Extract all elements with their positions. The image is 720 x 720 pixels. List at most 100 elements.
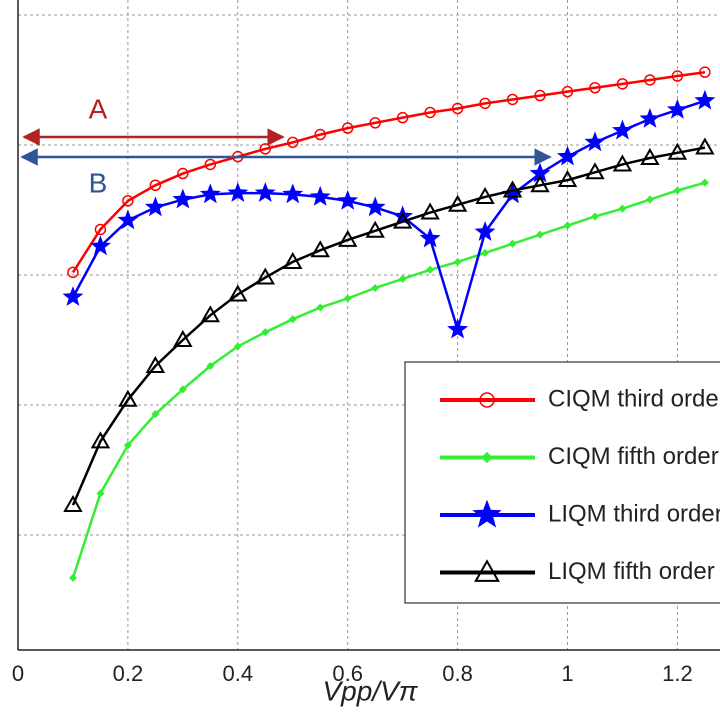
x-tick-label: 0.8 — [442, 661, 473, 686]
series-line — [71, 181, 706, 579]
marker — [506, 93, 519, 106]
annotation: B — [89, 167, 108, 198]
marker — [173, 329, 193, 347]
marker — [612, 154, 633, 172]
marker — [337, 229, 358, 247]
x-tick-label: 0.6 — [332, 661, 363, 686]
marker — [282, 183, 304, 204]
marker — [123, 441, 132, 450]
marker — [557, 145, 578, 166]
marker — [472, 499, 502, 528]
x-tick-label: 0.2 — [113, 661, 144, 686]
marker — [255, 267, 275, 285]
marker — [420, 202, 440, 220]
marker — [206, 361, 215, 370]
marker — [117, 209, 139, 230]
marker — [287, 136, 299, 149]
marker — [254, 182, 276, 202]
marker — [700, 178, 709, 187]
marker — [145, 355, 166, 373]
marker — [118, 389, 138, 407]
marker — [177, 167, 189, 180]
marker — [618, 204, 627, 213]
marker — [424, 106, 436, 119]
marker — [172, 188, 194, 209]
marker — [398, 274, 407, 283]
marker — [233, 342, 242, 351]
marker — [392, 211, 413, 229]
marker — [151, 410, 160, 419]
marker — [94, 223, 107, 236]
marker — [369, 117, 381, 129]
marker — [364, 196, 386, 217]
marker — [474, 559, 500, 582]
legend — [404, 361, 720, 604]
marker — [447, 318, 469, 339]
marker — [67, 266, 79, 279]
series-line — [71, 70, 706, 274]
marker — [508, 239, 517, 248]
marker — [228, 284, 248, 302]
marker — [447, 194, 468, 212]
marker — [310, 240, 330, 258]
x-tick-label: 0.4 — [223, 661, 254, 686]
marker — [261, 328, 270, 337]
x-axis-label: Vpp/Vπ — [322, 675, 418, 706]
marker — [283, 251, 303, 269]
marker — [639, 108, 661, 128]
marker — [536, 230, 545, 239]
marker — [122, 195, 134, 207]
marker — [502, 180, 523, 198]
marker — [227, 182, 249, 202]
marker — [178, 385, 187, 394]
marker — [316, 303, 325, 312]
marker — [371, 283, 380, 292]
marker — [563, 221, 572, 230]
marker — [557, 170, 578, 188]
marker — [645, 195, 654, 204]
marker — [590, 212, 599, 221]
marker — [475, 186, 495, 204]
marker — [561, 85, 574, 98]
marker — [529, 162, 551, 183]
marker — [451, 102, 464, 115]
marker — [640, 147, 660, 165]
marker — [481, 248, 490, 257]
marker — [667, 142, 688, 160]
legend-label: LIQM third order — [548, 500, 720, 527]
marker — [694, 89, 716, 110]
marker — [96, 489, 105, 498]
marker — [474, 221, 496, 241]
x-tick-label: 1.2 — [662, 661, 693, 686]
x-tick-label: 1 — [561, 661, 573, 686]
marker — [149, 179, 162, 191]
marker — [426, 265, 435, 274]
marker — [699, 66, 711, 78]
marker — [341, 122, 354, 134]
marker — [616, 78, 629, 90]
marker — [62, 286, 84, 306]
series-line — [71, 99, 706, 335]
marker — [502, 183, 523, 204]
marker — [695, 137, 715, 155]
marker — [479, 392, 495, 408]
marker — [584, 131, 606, 152]
marker — [90, 431, 111, 449]
marker — [314, 128, 326, 141]
marker — [396, 111, 409, 124]
x-tick-label: 0 — [12, 661, 24, 686]
legend-label: LIQM fifth order — [548, 558, 715, 585]
marker — [481, 451, 493, 464]
marker — [453, 257, 462, 266]
marker — [144, 196, 166, 217]
marker — [534, 89, 546, 102]
marker — [365, 220, 385, 238]
marker — [200, 305, 221, 323]
marker — [671, 70, 684, 82]
legend-label: CIQM fifth order — [548, 443, 719, 470]
marker — [612, 119, 633, 140]
marker — [666, 98, 688, 119]
marker — [199, 183, 221, 204]
annotation: A — [89, 93, 108, 124]
